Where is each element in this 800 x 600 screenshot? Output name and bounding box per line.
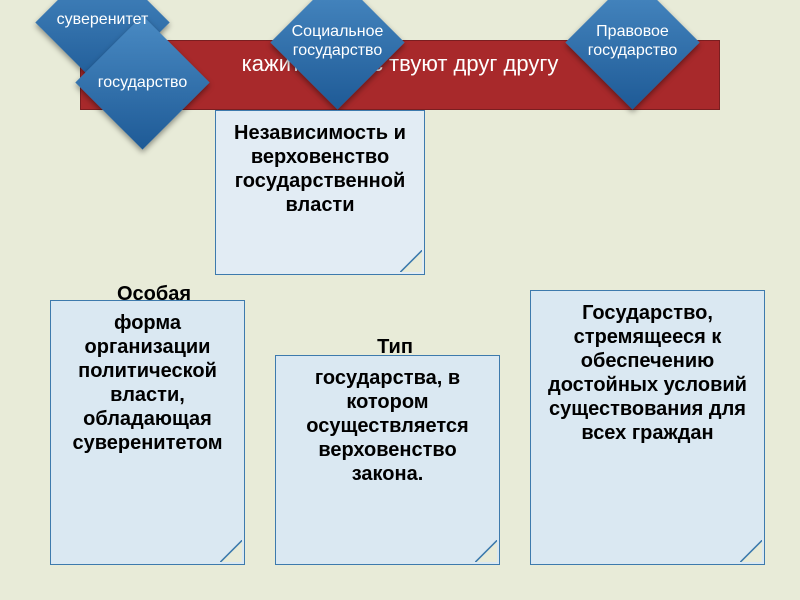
card-text: Государство, стремящееся к обеспечению д… [548,302,747,444]
card-text: форма организации политической власти, о… [72,312,222,454]
definition-card-aspiration: Государство, стремящееся к обеспечению д… [530,290,765,565]
folded-corner-icon [475,540,497,562]
diamond-legal-state-label: Правовое государство [570,22,695,60]
diamond-sovereignty-label: суверенитет [45,10,160,29]
definition-card-form: форма организации политической власти, о… [50,300,245,565]
definition-card-type: государства, в котором осуществляется ве… [275,355,500,565]
folded-corner-icon [740,540,762,562]
diamond-state-label: государство [85,73,200,92]
diamond-social-state-label: Социальное государство [270,22,405,60]
card-text: государства, в котором осуществляется ве… [306,367,468,485]
card-text: Независимость и верховенство государстве… [234,122,406,216]
folded-corner-icon [220,540,242,562]
folded-corner-icon [400,250,422,272]
definition-card-independence: Независимость и верховенство государстве… [215,110,425,275]
